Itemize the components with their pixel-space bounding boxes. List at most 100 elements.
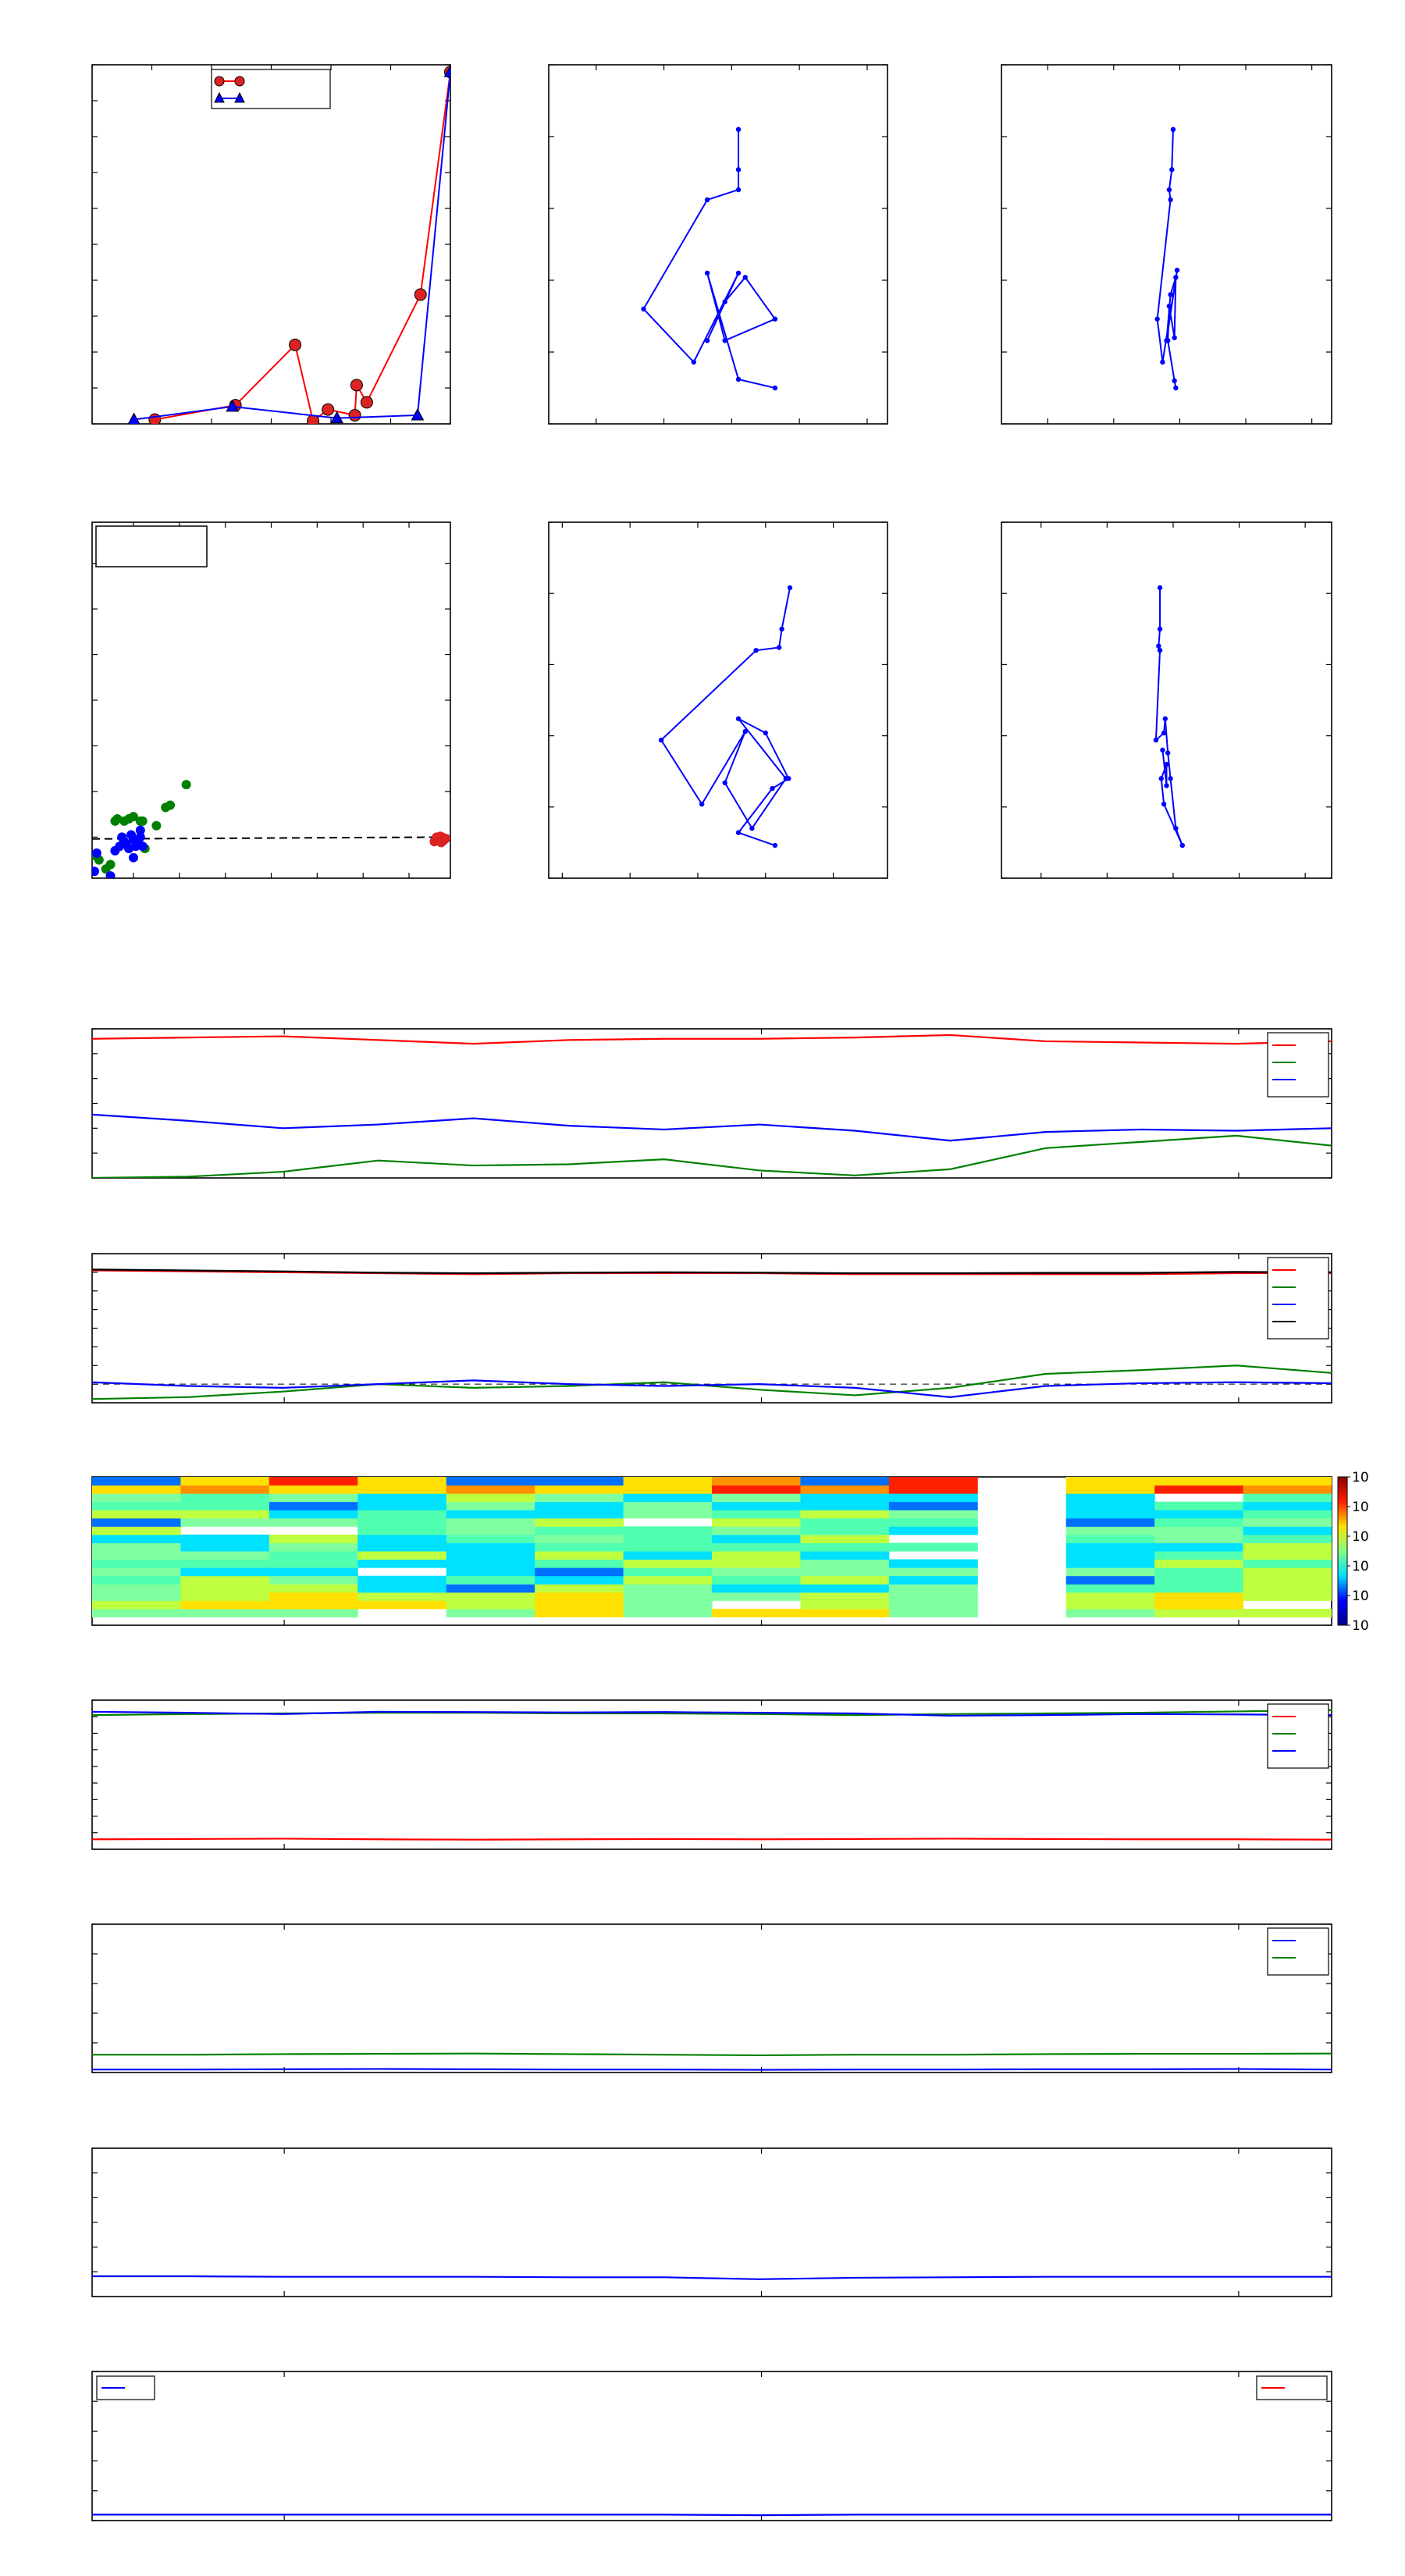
plot-area <box>92 2514 1332 2517</box>
scatter-point <box>137 816 148 826</box>
heatmap-cell <box>357 1477 447 1486</box>
heatmap-cell <box>535 1575 624 1585</box>
heatmap-cell <box>1065 1542 1155 1552</box>
legend-marker <box>214 91 225 103</box>
data-point <box>1153 737 1159 743</box>
data-point <box>753 647 759 653</box>
data-point <box>1174 267 1180 273</box>
series-line <box>92 1034 1332 1045</box>
data-point <box>735 830 742 835</box>
heatmap-cell <box>623 1559 713 1568</box>
data-point <box>1157 626 1163 632</box>
heatmap-cell <box>1243 1510 1332 1519</box>
axes-frame <box>91 521 451 879</box>
data-point <box>360 396 373 409</box>
heatmap-cell <box>269 1592 358 1601</box>
heatmap-cell <box>180 1608 270 1617</box>
data-point <box>779 626 784 632</box>
data-point <box>776 645 782 650</box>
heatmap-cell <box>1065 1567 1155 1577</box>
heatmap-cell <box>623 1567 713 1577</box>
heatmap-cell <box>1243 1608 1332 1617</box>
heatmap-cell <box>535 1485 624 1494</box>
heatmap-cell <box>269 1567 358 1577</box>
heatmap-cell <box>1065 1584 1155 1593</box>
axes-frame <box>91 1253 1332 1404</box>
panel-pad: 10 10 10 10 10 10 <box>91 1470 1369 1634</box>
scatter-point <box>126 830 137 840</box>
heatmap-cell <box>1065 1477 1155 1486</box>
data-point <box>742 275 748 280</box>
legend <box>1267 1703 1329 1769</box>
data-point <box>704 270 710 276</box>
data-point <box>735 126 742 132</box>
heatmap-cell <box>800 1551 890 1560</box>
heatmap-cell <box>712 1551 801 1560</box>
heatmap-cell <box>1154 1485 1244 1494</box>
data-point <box>1170 126 1176 132</box>
scatter-point <box>105 871 116 878</box>
data-point <box>722 299 727 304</box>
heatmap-cell <box>623 1608 713 1617</box>
heatmap-cell <box>1154 1559 1244 1568</box>
heatmap-cell <box>446 1534 535 1543</box>
data-point <box>1164 761 1169 767</box>
heatmap-cell <box>535 1600 624 1610</box>
data-point <box>787 585 793 591</box>
panel-beta <box>91 1923 1332 2073</box>
heatmap-cell <box>800 1493 890 1503</box>
heatmap-cell <box>269 1600 358 1610</box>
panel-vsw <box>91 1699 1332 1850</box>
heatmap-cell <box>269 1510 358 1519</box>
heatmap-cell <box>1154 1608 1244 1617</box>
heatmap-cell <box>357 1584 447 1593</box>
heatmap-cell <box>1154 1501 1244 1510</box>
heatmap-cell <box>357 1600 447 1610</box>
heatmap-cell <box>1065 1493 1155 1503</box>
data-point <box>735 187 742 193</box>
data-point <box>1161 801 1167 807</box>
heatmap-cell <box>623 1501 713 1510</box>
heatmap-cell <box>357 1493 447 1503</box>
heatmap-cell <box>712 1575 801 1585</box>
heatmap-cell <box>1243 1485 1332 1494</box>
heatmap-cell <box>712 1526 801 1535</box>
heatmap-cell <box>712 1534 801 1543</box>
legend <box>1267 1257 1329 1340</box>
heatmap-cell <box>800 1559 890 1568</box>
data-point <box>411 407 425 421</box>
heatmap-cell <box>800 1567 890 1577</box>
heatmap-cell <box>357 1485 447 1494</box>
heatmap-cell <box>623 1542 713 1552</box>
plot-area <box>92 1034 1332 1178</box>
heatmap-cell <box>357 1501 447 1510</box>
heatmap-cell <box>888 1510 978 1519</box>
heatmap-cell <box>446 1600 535 1610</box>
heatmap-cell <box>92 1493 181 1503</box>
heatmap-cell <box>1243 1575 1332 1585</box>
data-point <box>1168 292 1173 297</box>
data-point <box>127 412 140 424</box>
heatmap-cell <box>888 1575 978 1585</box>
series-line <box>660 587 791 846</box>
heatmap-cell <box>180 1600 270 1610</box>
heatmap-cell <box>623 1575 713 1585</box>
heatmap-cell <box>92 1485 181 1494</box>
heatmap-cell <box>180 1559 270 1568</box>
data-point <box>330 411 343 424</box>
heatmap-cell <box>888 1526 978 1535</box>
heatmap-cell <box>269 1559 358 1568</box>
series-line <box>155 72 450 423</box>
data-point <box>1161 730 1167 736</box>
series-line <box>92 1838 1332 1841</box>
scatter-point <box>137 841 148 852</box>
data-point <box>735 270 742 276</box>
heatmap-cell <box>623 1477 713 1486</box>
data-point <box>786 776 791 781</box>
heatmap-cell <box>800 1477 890 1486</box>
plot-area <box>92 2275 1332 2280</box>
heatmap-cell <box>623 1526 713 1535</box>
heatmap-cell <box>1065 1517 1155 1527</box>
axes-frame <box>1001 64 1332 425</box>
data-point <box>772 385 778 391</box>
